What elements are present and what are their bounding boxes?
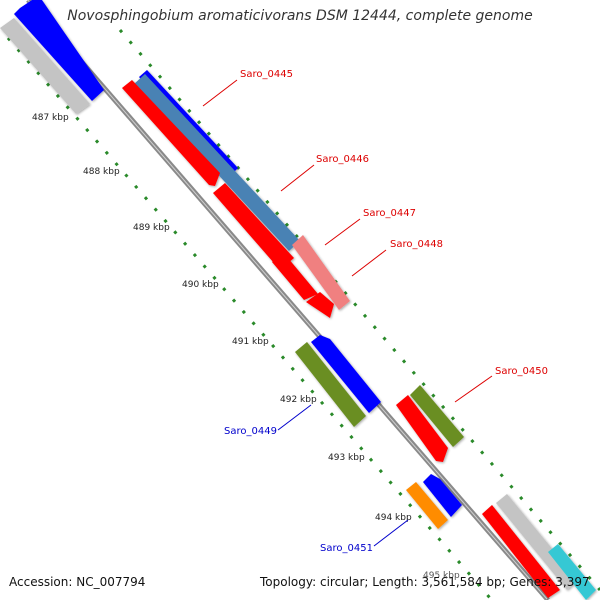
ruler-label-494: 494 kbp [375,513,412,523]
gene-feature-blue-3[interactable] [423,474,462,517]
gene-feature-blue-2[interactable] [311,335,381,413]
genome-summary-text: Topology: circular; Length: 3,561,584 bp… [260,575,590,589]
gene-label-saro-0447[interactable]: Saro_0447 [363,208,416,219]
ruler-label-492: 492 kbp [280,395,317,405]
gene-label-saro-0450[interactable]: Saro_0450 [495,366,548,377]
ruler-label-491: 491 kbp [232,337,269,347]
leader-saro-0448 [351,249,387,277]
accession-text: Accession: NC_007794 [9,575,146,589]
ruler-line-inner [6,37,492,599]
ruler-label-493: 493 kbp [328,453,365,463]
gene-feature-red-3[interactable] [272,252,318,300]
map-title: Novosphingobium aromaticivorans DSM 1244… [67,8,533,24]
gene-feature-red-4[interactable] [306,292,334,318]
leader-saro-0451 [373,519,409,547]
ruler-line-outer [118,29,600,591]
gene-feature-red-5[interactable] [396,395,448,462]
gene-label-saro-0451[interactable]: Saro_0451 [320,543,373,554]
gene-feature-gray-1[interactable] [0,18,90,114]
gene-feature-saro-0448[interactable] [292,235,350,310]
gene-feature-blue-1[interactable] [14,0,104,101]
gene-feature-red-6[interactable] [482,505,560,598]
gene-feature-red-1[interactable] [122,80,220,186]
gene-label-saro-0449[interactable]: Saro_0449 [224,426,277,437]
gene-feature-gray-2[interactable] [496,494,578,590]
leader-saro-0450 [454,375,493,403]
gene-label-saro-0446[interactable]: Saro_0446 [316,154,369,165]
genome-backbone-highlight [27,0,548,600]
gene-label-saro-0448[interactable]: Saro_0448 [390,239,443,250]
gene-feature-saro-0447[interactable] [213,183,294,270]
ruler-label-488: 488 kbp [83,167,120,177]
ruler-label-487: 487 kbp [32,113,69,123]
ruler-label-495: 495 kbp [423,571,460,581]
gene-feature-saro-0450[interactable] [410,385,464,447]
ruler-label-489: 489 kbp [133,223,170,233]
gene-feature-saro-0451[interactable] [406,482,448,529]
ruler-label-490: 490 kbp [182,280,219,290]
gene-label-saro-0445[interactable]: Saro_0445 [240,69,293,80]
gene-feature-saro-0446[interactable] [134,74,300,251]
gene-feature-cyan[interactable] [548,544,596,600]
leader-saro-0447 [324,218,361,246]
leader-saro-0449 [277,404,312,431]
leader-saro-0445 [202,79,238,107]
leader-saro-0446 [280,164,315,192]
gene-feature-saro-0449[interactable] [295,342,366,427]
